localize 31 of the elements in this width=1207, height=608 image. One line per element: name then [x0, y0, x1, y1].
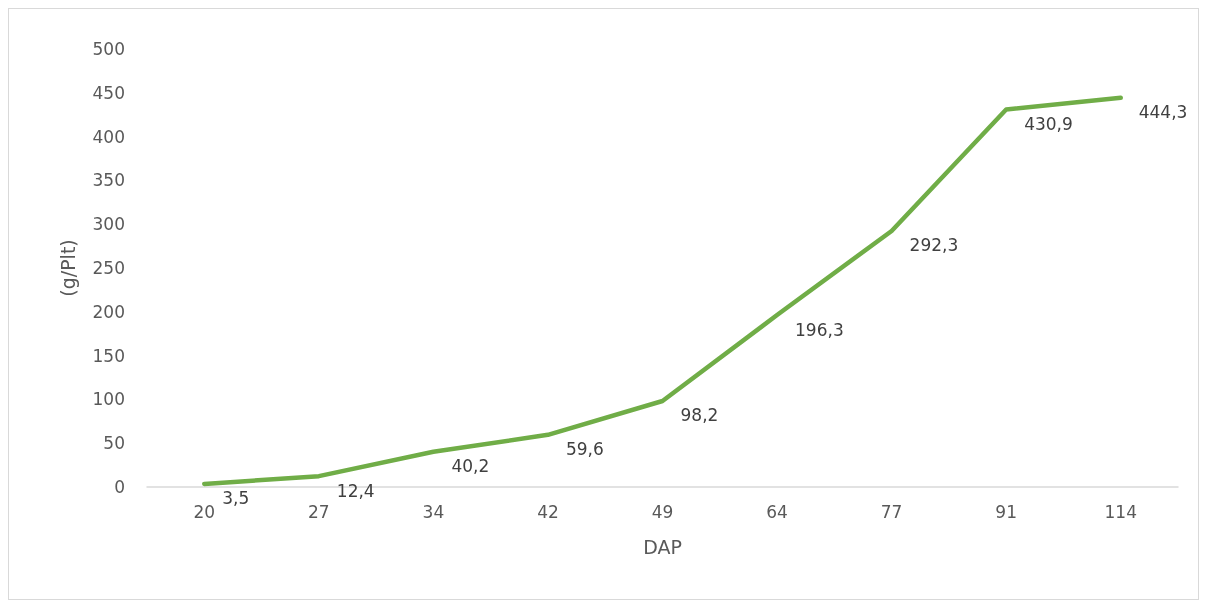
data-label: 98,2: [680, 405, 719, 426]
y-tick-label: 0: [114, 477, 125, 497]
x-tick-label: 34: [422, 501, 445, 522]
y-tick-label: 200: [92, 301, 125, 322]
data-label: 3,5: [222, 488, 250, 509]
x-tick-label: 114: [1104, 501, 1137, 522]
y-tick-label: 50: [103, 433, 125, 454]
y-tick-label: 300: [92, 214, 125, 235]
data-label: 292,3: [909, 235, 959, 256]
y-tick-label: 150: [92, 345, 125, 366]
y-tick-label: 350: [92, 170, 125, 191]
x-tick-label: 77: [880, 501, 903, 522]
x-tick-label: 64: [766, 501, 788, 522]
data-label: 40,2: [451, 456, 490, 477]
y-tick-label: 450: [92, 82, 125, 103]
data-label: 12,4: [336, 480, 375, 501]
x-tick-label: 49: [651, 501, 674, 522]
data-label: 196,3: [795, 319, 844, 340]
y-tick-label: 250: [92, 258, 125, 278]
x-tick-label: 20: [193, 501, 216, 522]
x-axis-title: DAP: [643, 535, 682, 558]
y-tick-label: 400: [92, 126, 125, 147]
data-label: 430,9: [1024, 114, 1073, 135]
data-label: 444,3: [1138, 102, 1188, 123]
data-label: 59,6: [565, 439, 604, 460]
y-axis-title: (g/Plt): [56, 239, 79, 297]
y-tick-label: 500: [92, 39, 125, 59]
x-tick-label: 91: [995, 501, 1017, 522]
x-tick-label: 42: [537, 501, 559, 522]
x-tick-label: 27: [308, 501, 330, 522]
y-tick-label: 100: [92, 389, 125, 410]
